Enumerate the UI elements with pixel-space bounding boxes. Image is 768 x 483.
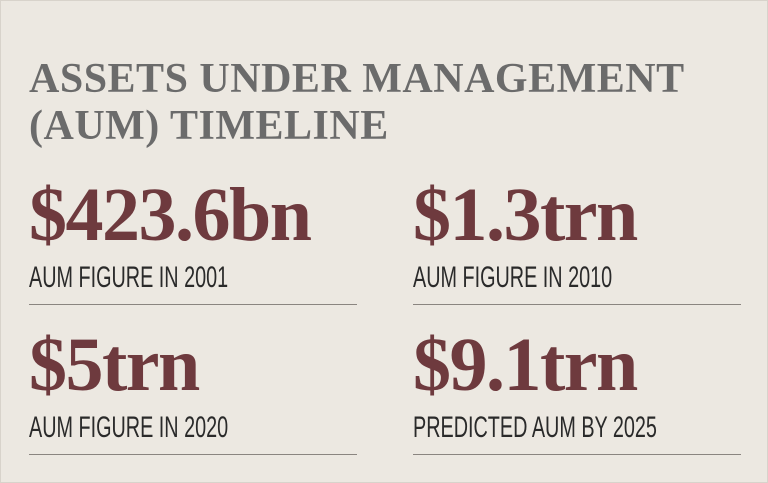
figure: $423.6bn AUM FIGURE IN 2001 xyxy=(29,177,359,293)
figure: $1.3trn AUM FIGURE IN 2010 xyxy=(413,177,743,293)
figure-value: $1.3trn xyxy=(413,173,638,257)
figure: $9.1trn PREDICTED AUM BY 2025 xyxy=(413,327,743,443)
divider xyxy=(29,304,357,305)
figure-value: $423.6bn xyxy=(29,173,312,257)
figure-label: PREDICTED AUM BY 2025 xyxy=(413,411,657,444)
figure-label: AUM FIGURE IN 2010 xyxy=(413,261,613,294)
title: (AUM) TIMELINE xyxy=(29,103,389,149)
figure-label: AUM FIGURE IN 2020 xyxy=(29,411,229,444)
divider xyxy=(413,454,741,455)
figure: $5trn AUM FIGURE IN 2020 xyxy=(29,327,359,443)
figure-value: $5trn xyxy=(29,323,200,407)
divider xyxy=(413,304,741,305)
title: ASSETS UNDER MANAGEMENT xyxy=(29,56,685,102)
divider xyxy=(29,454,357,455)
figure-value: $9.1trn xyxy=(413,323,638,407)
figure-label: AUM FIGURE IN 2001 xyxy=(29,261,229,294)
